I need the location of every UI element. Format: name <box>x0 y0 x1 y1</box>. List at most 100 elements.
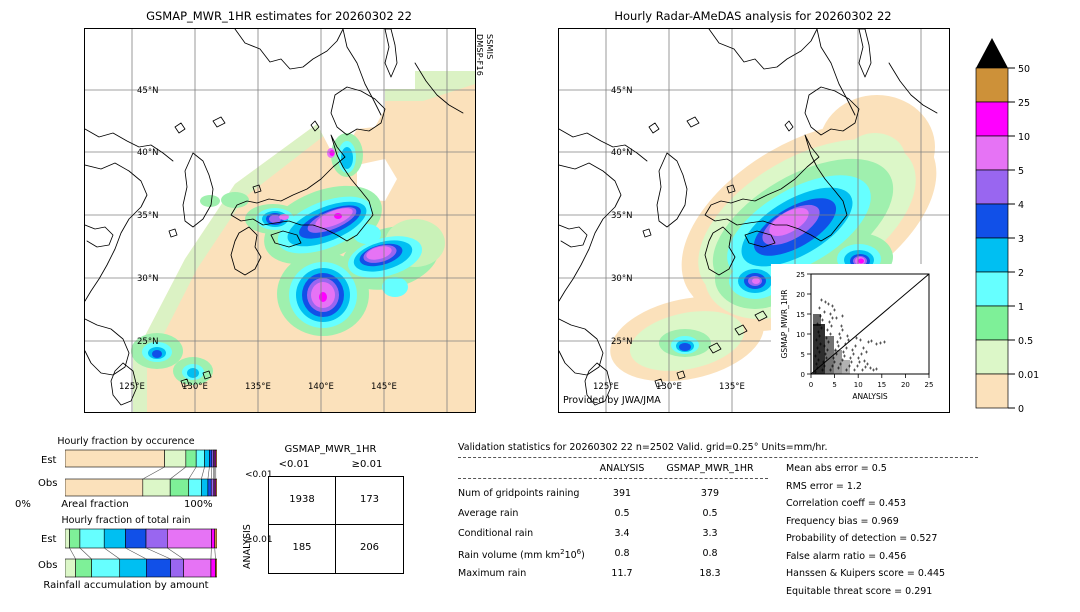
scatter-xtick-10: 10 <box>854 381 863 389</box>
validation-col-header-estimate: GSMAP_MWR_1HR <box>666 463 754 474</box>
left-map-canvas: 45°N 40°N 35°N 30°N 25°N 125°E 130°E 135… <box>85 29 475 412</box>
bar-totalrain-row-est: Est <box>41 534 57 545</box>
left-panel-title: GSMAP_MWR_1HR estimates for 20260302 22 <box>146 9 412 23</box>
bar-segment <box>204 449 210 468</box>
bar-segment <box>75 558 92 578</box>
validation-row-label: Conditional rain <box>458 528 534 539</box>
sensor-label-instrument: SSMIS <box>485 34 494 60</box>
contingency-row-label-ge: ≥0.01 <box>245 535 273 545</box>
bar-occurrence-axis-right: 100% <box>184 499 213 510</box>
validation-row-analysis: 391 <box>612 488 632 499</box>
colorbar-label-5: 5 <box>1018 166 1024 177</box>
colorbar-label-0: 0 <box>1018 404 1024 415</box>
bar-totalrain-chart[interactable] <box>65 528 217 578</box>
colorbar-label-4: 4 <box>1018 200 1024 211</box>
bar-segment <box>170 558 184 578</box>
contingency-table[interactable]: 1938 173 185 206 <box>268 476 404 574</box>
validation-score: Probability of detection = 0.527 <box>786 533 938 544</box>
lon-label-140e: 140°E <box>308 382 334 392</box>
validation-row-estimate: 3.3 <box>702 528 718 539</box>
validation-score: Correlation coeff = 0.453 <box>786 498 907 509</box>
contingency-col-label-ge: ≥0.01 <box>351 459 383 470</box>
scatter-xlabel: ANALYSIS <box>852 392 888 401</box>
colorbar: 50 25 10 5 4 3 2 1 0.5 0.01 0 <box>972 28 1072 418</box>
validation-row-analysis: 0.5 <box>614 508 630 519</box>
bar-segment <box>65 528 70 549</box>
bar-totalrain-row-obs: Obs <box>38 560 58 571</box>
colorbar-svg: 50 25 10 5 4 3 2 1 0.5 0.01 0 <box>975 38 1039 415</box>
lat-label-30n: 30°N <box>137 274 158 284</box>
lat-label-30n-right: 30°N <box>611 274 632 284</box>
bar-segment <box>125 528 147 549</box>
bar-segment <box>69 528 81 549</box>
lon-label-135e: 135°E <box>245 382 271 392</box>
contingency-cell-01: 173 <box>359 494 380 505</box>
scatter-ytick-15: 15 <box>796 311 805 319</box>
bar-occurrence-row-obs: Obs <box>38 478 58 489</box>
bar-segment <box>214 528 217 549</box>
validation-row-estimate: 0.5 <box>702 508 718 519</box>
bar-segment <box>119 558 147 578</box>
right-panel-title: Hourly Radar-AMeDAS analysis for 2026030… <box>614 9 892 23</box>
bar-segment <box>91 558 121 578</box>
bar-segment <box>167 528 212 549</box>
validation-row-analysis: 11.7 <box>611 568 633 579</box>
lat-label-25n: 25°N <box>137 337 158 347</box>
bar-segment <box>169 478 190 497</box>
scatter-plot: 0 5 10 15 20 25 0 5 10 15 20 25 ANALYSIS… <box>771 264 949 412</box>
scatter-inset[interactable]: 0 5 10 15 20 25 0 5 10 15 20 25 ANALYSIS… <box>771 264 949 412</box>
bar-segment <box>201 478 209 497</box>
scatter-ytick-10: 10 <box>796 331 805 339</box>
lon-label-130e: 130°E <box>182 382 208 392</box>
validation-score: Frequency bias = 0.969 <box>786 515 899 527</box>
bar-occurrence-chart[interactable] <box>65 449 217 497</box>
lat-label-45n: 45°N <box>137 86 158 96</box>
colorbar-label-0.01: 0.01 <box>1018 370 1039 381</box>
scatter-ytick-5: 5 <box>801 351 805 359</box>
colorbar-label-3: 3 <box>1018 234 1024 245</box>
lon-label-125e-right: 125°E <box>593 382 619 392</box>
bar-segment <box>103 528 126 549</box>
bar-totalrain-axis-label: Rainfall accumulation by amount <box>43 580 209 591</box>
contingency-cell-10: 185 <box>292 542 312 553</box>
bar-segment <box>210 478 214 497</box>
contingency-cell-00: 1938 <box>289 494 315 505</box>
scatter-xtick-25: 25 <box>925 381 934 389</box>
scatter-xtick-5: 5 <box>832 381 836 389</box>
bar-segment <box>215 449 217 468</box>
contingency-row-label-lt: <0.01 <box>245 470 273 480</box>
contingency-col-header: GSMAP_MWR_1HR <box>284 444 377 455</box>
lon-label-145e: 145°E <box>371 382 397 392</box>
bar-segment <box>215 558 217 578</box>
left-map-panel[interactable]: 45°N 40°N 35°N 30°N 25°N 125°E 130°E 135… <box>84 28 476 413</box>
validation-row-estimate: 379 <box>700 488 720 499</box>
validation-row-label: Maximum rain <box>458 568 527 579</box>
scatter-ytick-25: 25 <box>796 271 805 279</box>
bar-segment <box>209 449 213 468</box>
colorbar-label-10: 10 <box>1018 132 1030 143</box>
bar-segment <box>65 558 76 578</box>
scatter-ylabel: GSMAP_MWR_1HR <box>780 290 789 359</box>
lat-label-35n-right: 35°N <box>611 211 632 221</box>
bar-segment <box>210 558 216 578</box>
scatter-xtick-20: 20 <box>901 381 910 389</box>
sensor-label-satellite: DMSP-F16 <box>475 34 484 77</box>
bar-segment <box>164 449 187 468</box>
bar-segment <box>142 478 171 497</box>
validation-row-analysis: 0.8 <box>614 548 630 559</box>
colorbar-label-0.5: 0.5 <box>1018 336 1033 347</box>
validation-row-estimate: 0.8 <box>702 548 718 559</box>
bar-segment <box>188 478 202 497</box>
validation-divider-mid <box>458 478 768 479</box>
validation-score: Equitable threat score = 0.291 <box>786 585 933 597</box>
validation-title: Validation statistics for 20260302 22 n=… <box>458 442 828 453</box>
bar-segment <box>211 528 216 549</box>
validation-row-analysis: 3.4 <box>614 528 630 539</box>
validation-score: False alarm ratio = 0.456 <box>786 550 907 562</box>
validation-col-header-analysis: ANALYSIS <box>599 463 645 474</box>
bar-segment <box>215 478 217 497</box>
right-map-panel[interactable]: 45°N 40°N 35°N 30°N 25°N 125°E 130°E 135… <box>558 28 950 413</box>
validation-row-estimate: 18.3 <box>699 568 721 579</box>
bar-segment <box>195 449 205 468</box>
lon-label-135e-right: 135°E <box>719 382 745 392</box>
